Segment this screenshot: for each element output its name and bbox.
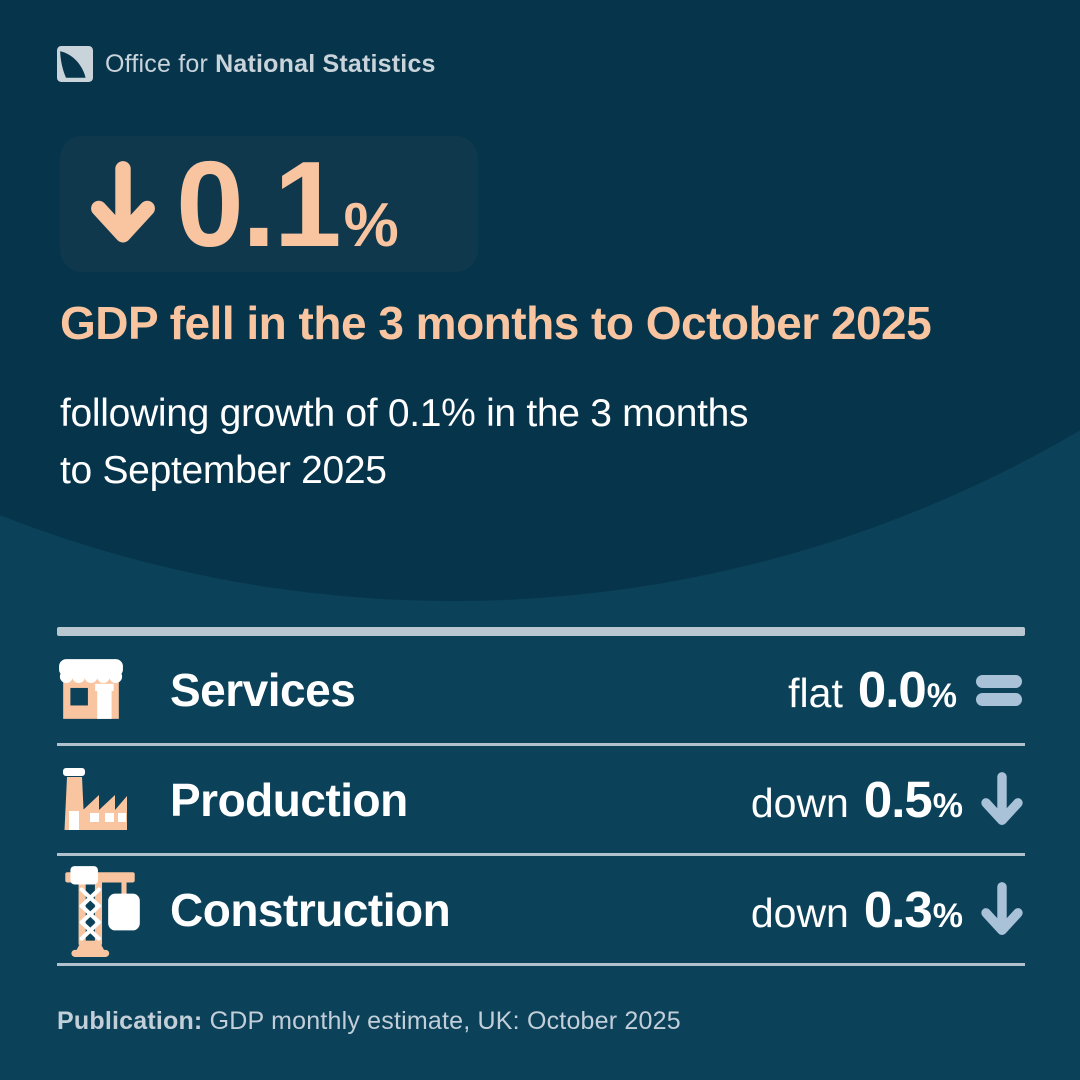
sector-name: Production [170,773,408,826]
sector-row-construction: Construction down 0.3 % [57,856,1025,966]
publication-text: GDP monthly estimate, UK: October 2025 [202,1007,681,1035]
down-arrow-icon [981,881,1023,935]
publication-label: Publication: [57,1007,203,1035]
crane-icon [65,866,140,957]
ons-logo-icon [57,46,93,82]
sector-value-production: down 0.5 % [751,770,1025,829]
sector-value-construction: down 0.3 % [751,880,1025,939]
direction-label: down [750,780,849,826]
headline-text: GDP fell in the 3 months to October 2025 [60,297,932,349]
storefront-icon [59,658,123,719]
sector-name: Construction [170,883,451,936]
value-percent-sign: % [926,677,957,715]
sector-row-services: Services flat 0.0 % [57,636,1025,746]
sector-name: Services [170,663,356,716]
subheadline-line1: following growth of 0.1% in the 3 months [60,392,749,435]
subheadline-line2: to September 2025 [60,449,387,492]
org-name-bold: National Statistics [215,49,436,78]
direction-label: flat [788,670,843,716]
value-percent-sign: % [932,787,963,825]
publication-footer: Publication: GDP monthly estimate, UK: O… [57,1007,681,1036]
sector-table: Services flat 0.0 % [57,636,1025,966]
curved-top-background [0,0,1080,601]
value-percent-sign: % [932,897,963,935]
headline-stat-box: 0.1 % [60,136,478,272]
sector-row-production: Production down 0.5 % [57,746,1025,856]
down-arrow-icon [91,161,155,243]
value-number: 0.0 [857,661,927,718]
equals-icon [976,674,1022,706]
subheadline-text: following growth of 0.1% in the 3 months… [60,385,1000,499]
value-number: 0.5 [863,771,933,828]
stat-percent-sign: % [343,191,399,260]
value-number: 0.3 [863,881,933,938]
direction-label: down [750,890,849,936]
section-divider-thick [57,627,1025,636]
sector-value-services: flat 0.0 % [788,660,1025,719]
ons-wordmark: Office for National Statistics [105,50,436,79]
down-arrow-icon [981,771,1023,825]
org-name-regular: Office for [105,49,216,78]
headline-stat-value: 0.1 % [176,143,399,265]
stat-number: 0.1 [176,136,342,272]
factory-icon [63,767,127,830]
ons-header: Office for National Statistics [57,46,436,82]
